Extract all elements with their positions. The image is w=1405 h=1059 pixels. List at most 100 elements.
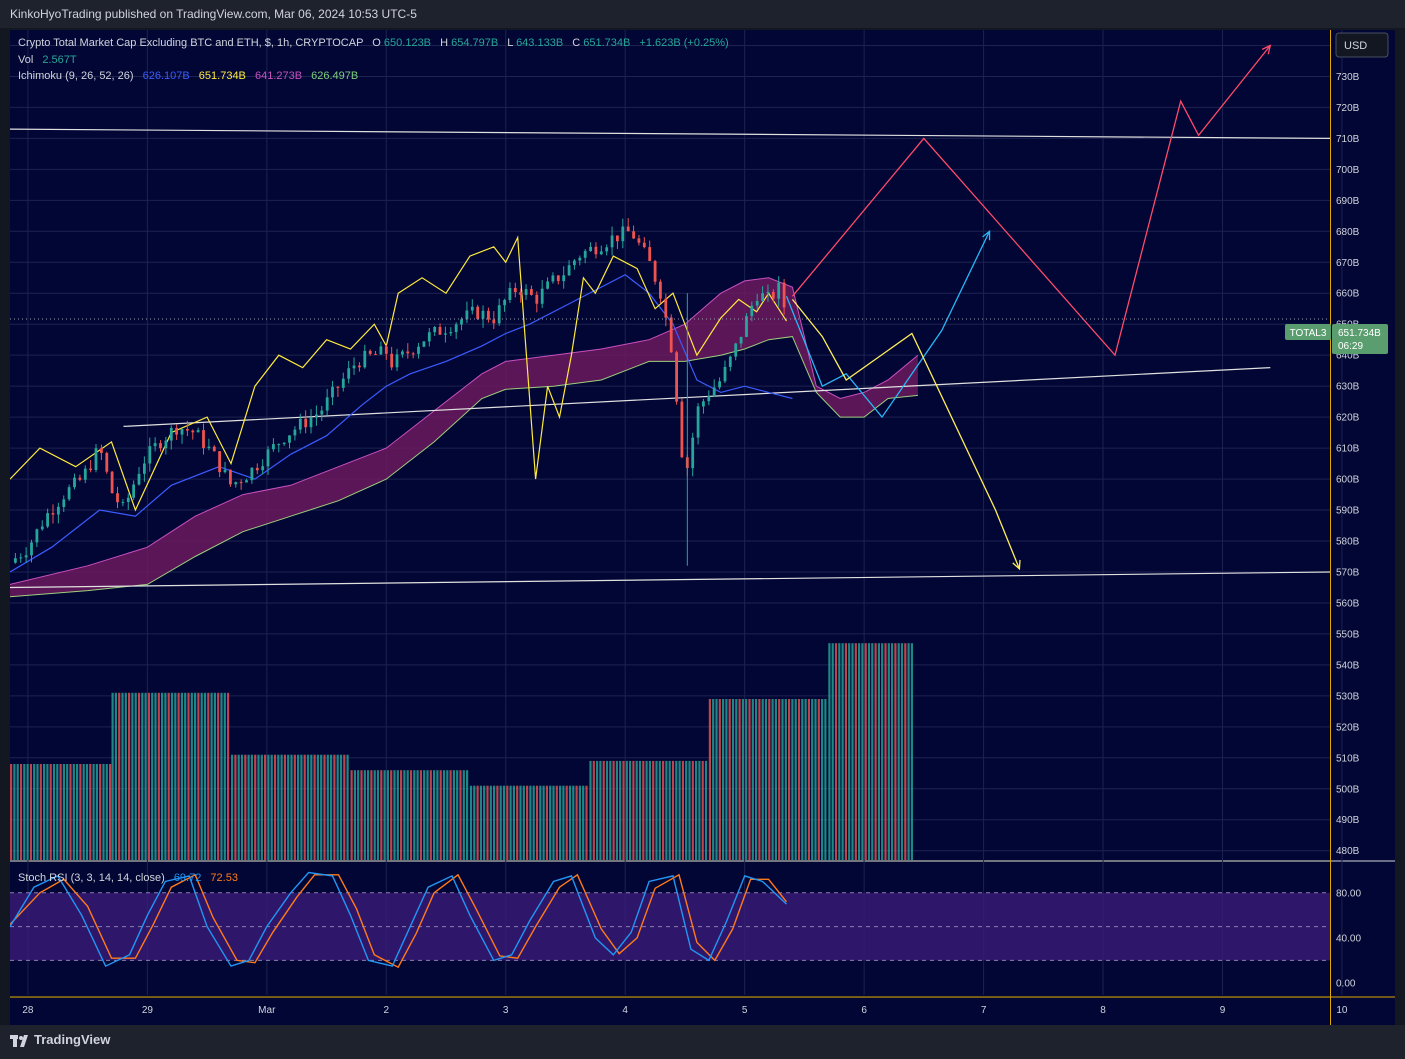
last-price-tag: TOTAL3 651.734B 06:29: [1285, 324, 1388, 354]
projection-red: [791, 45, 1271, 357]
candle-body: [191, 430, 195, 433]
candle-body: [132, 484, 135, 498]
volume-bar: [436, 770, 439, 860]
candle-body: [433, 327, 437, 333]
volume-bar: [118, 692, 121, 860]
volume-bar: [310, 754, 313, 860]
volume-bar: [353, 770, 356, 860]
volume-bar: [254, 754, 257, 860]
volume-bar: [462, 770, 465, 860]
volume-bar: [678, 760, 681, 860]
trendlines[interactable]: [10, 128, 1331, 589]
time-axis[interactable]: 28 29 Mar 2 3 4 5 6 7 8 9 10: [22, 1005, 1348, 1016]
volume-bar: [629, 760, 632, 860]
volume-bar: [572, 785, 575, 860]
candle-body: [153, 443, 157, 447]
volume-bar: [144, 692, 147, 860]
volume-bar: [466, 770, 469, 860]
volume-bar: [642, 760, 645, 860]
candle-body: [401, 351, 404, 355]
time-tick-label: 3: [503, 1005, 509, 1016]
symbol-tag-bg: [1285, 324, 1331, 340]
candle-body: [94, 448, 98, 470]
candle-body: [266, 449, 270, 467]
candle-body: [761, 293, 764, 301]
candle-body: [24, 555, 28, 558]
publisher-text: KinkoHyoTrading published on TradingView…: [10, 7, 417, 21]
volume-bar: [516, 785, 519, 860]
candle-body: [261, 466, 265, 471]
volume-bar: [59, 764, 62, 860]
tradingview-logo-icon: [10, 1035, 28, 1047]
volume-bar: [596, 760, 599, 860]
legend-c-value: 651.734B: [583, 37, 630, 49]
tenkan-line: [10, 273, 793, 573]
volume-bar: [426, 770, 429, 860]
volume-bar: [442, 770, 446, 860]
volume-bar: [383, 770, 386, 860]
volume-bar: [137, 692, 141, 860]
volume-bar: [615, 760, 618, 860]
candle-body: [180, 429, 184, 435]
volume-bar: [141, 692, 144, 860]
volume-bar: [357, 770, 360, 860]
candle-body: [599, 251, 603, 255]
legend-ichimoku-label: Ichimoku (9, 26, 52, 26): [18, 70, 134, 82]
volume-bar: [62, 764, 65, 860]
volume-bar: [184, 692, 187, 860]
volume-bar: [419, 770, 422, 860]
candle-body: [395, 354, 399, 368]
candle-body: [331, 386, 334, 398]
legend-h-label: H: [440, 37, 448, 49]
projection-red-arrowhead: [1261, 44, 1272, 55]
candle-body: [40, 526, 44, 530]
volume-bar: [459, 770, 462, 860]
volume-bar: [824, 699, 827, 860]
volume-bar: [105, 764, 108, 860]
candles: [14, 218, 786, 566]
volume-bar: [297, 754, 300, 860]
volume-bar: [370, 770, 373, 860]
volume-bar: [164, 692, 167, 860]
volume-bar: [376, 770, 380, 860]
volume-bar: [493, 785, 496, 860]
volume-bar: [273, 754, 277, 860]
kijun-line: [10, 235, 788, 512]
volume-bar: [131, 692, 134, 860]
volume-bar: [89, 764, 92, 860]
volume-bar: [509, 785, 512, 860]
volume-bar: [10, 764, 13, 860]
legend-c-label: C: [572, 37, 580, 49]
volume-bar: [486, 785, 489, 860]
volume-bar: [549, 785, 552, 860]
volume-bar: [114, 692, 117, 860]
legend-ichimoku-kijun: 651.734B: [199, 70, 246, 82]
tradingview-brand[interactable]: TradingView: [34, 1032, 111, 1047]
candle-body: [578, 257, 582, 261]
volume-bar: [688, 760, 691, 860]
volume-bar: [625, 760, 628, 860]
volume-bar: [390, 770, 393, 860]
candle-body: [728, 356, 732, 367]
volume-bar: [496, 785, 499, 860]
candle-body: [14, 558, 17, 563]
candle-body: [73, 477, 76, 488]
candle-body: [691, 437, 695, 469]
currency-button[interactable]: [1335, 32, 1389, 58]
volume-bar: [190, 692, 193, 860]
volume-bar: [223, 692, 226, 860]
volume-bar: [409, 770, 413, 860]
stoch-k-value: 69.72: [174, 872, 202, 884]
time-axis-bg: [10, 998, 1330, 1025]
volume-bar: [124, 692, 127, 860]
candle-body: [19, 557, 23, 559]
price-tick-label: 730B: [1336, 72, 1360, 83]
candle-body: [234, 482, 238, 485]
projection-paths[interactable]: [785, 44, 1272, 571]
volume-bar: [708, 699, 711, 860]
price-tick-label: 670B: [1336, 258, 1360, 269]
volume-bar: [811, 699, 814, 860]
volume-bar: [234, 754, 237, 860]
volume-bar: [76, 764, 79, 860]
